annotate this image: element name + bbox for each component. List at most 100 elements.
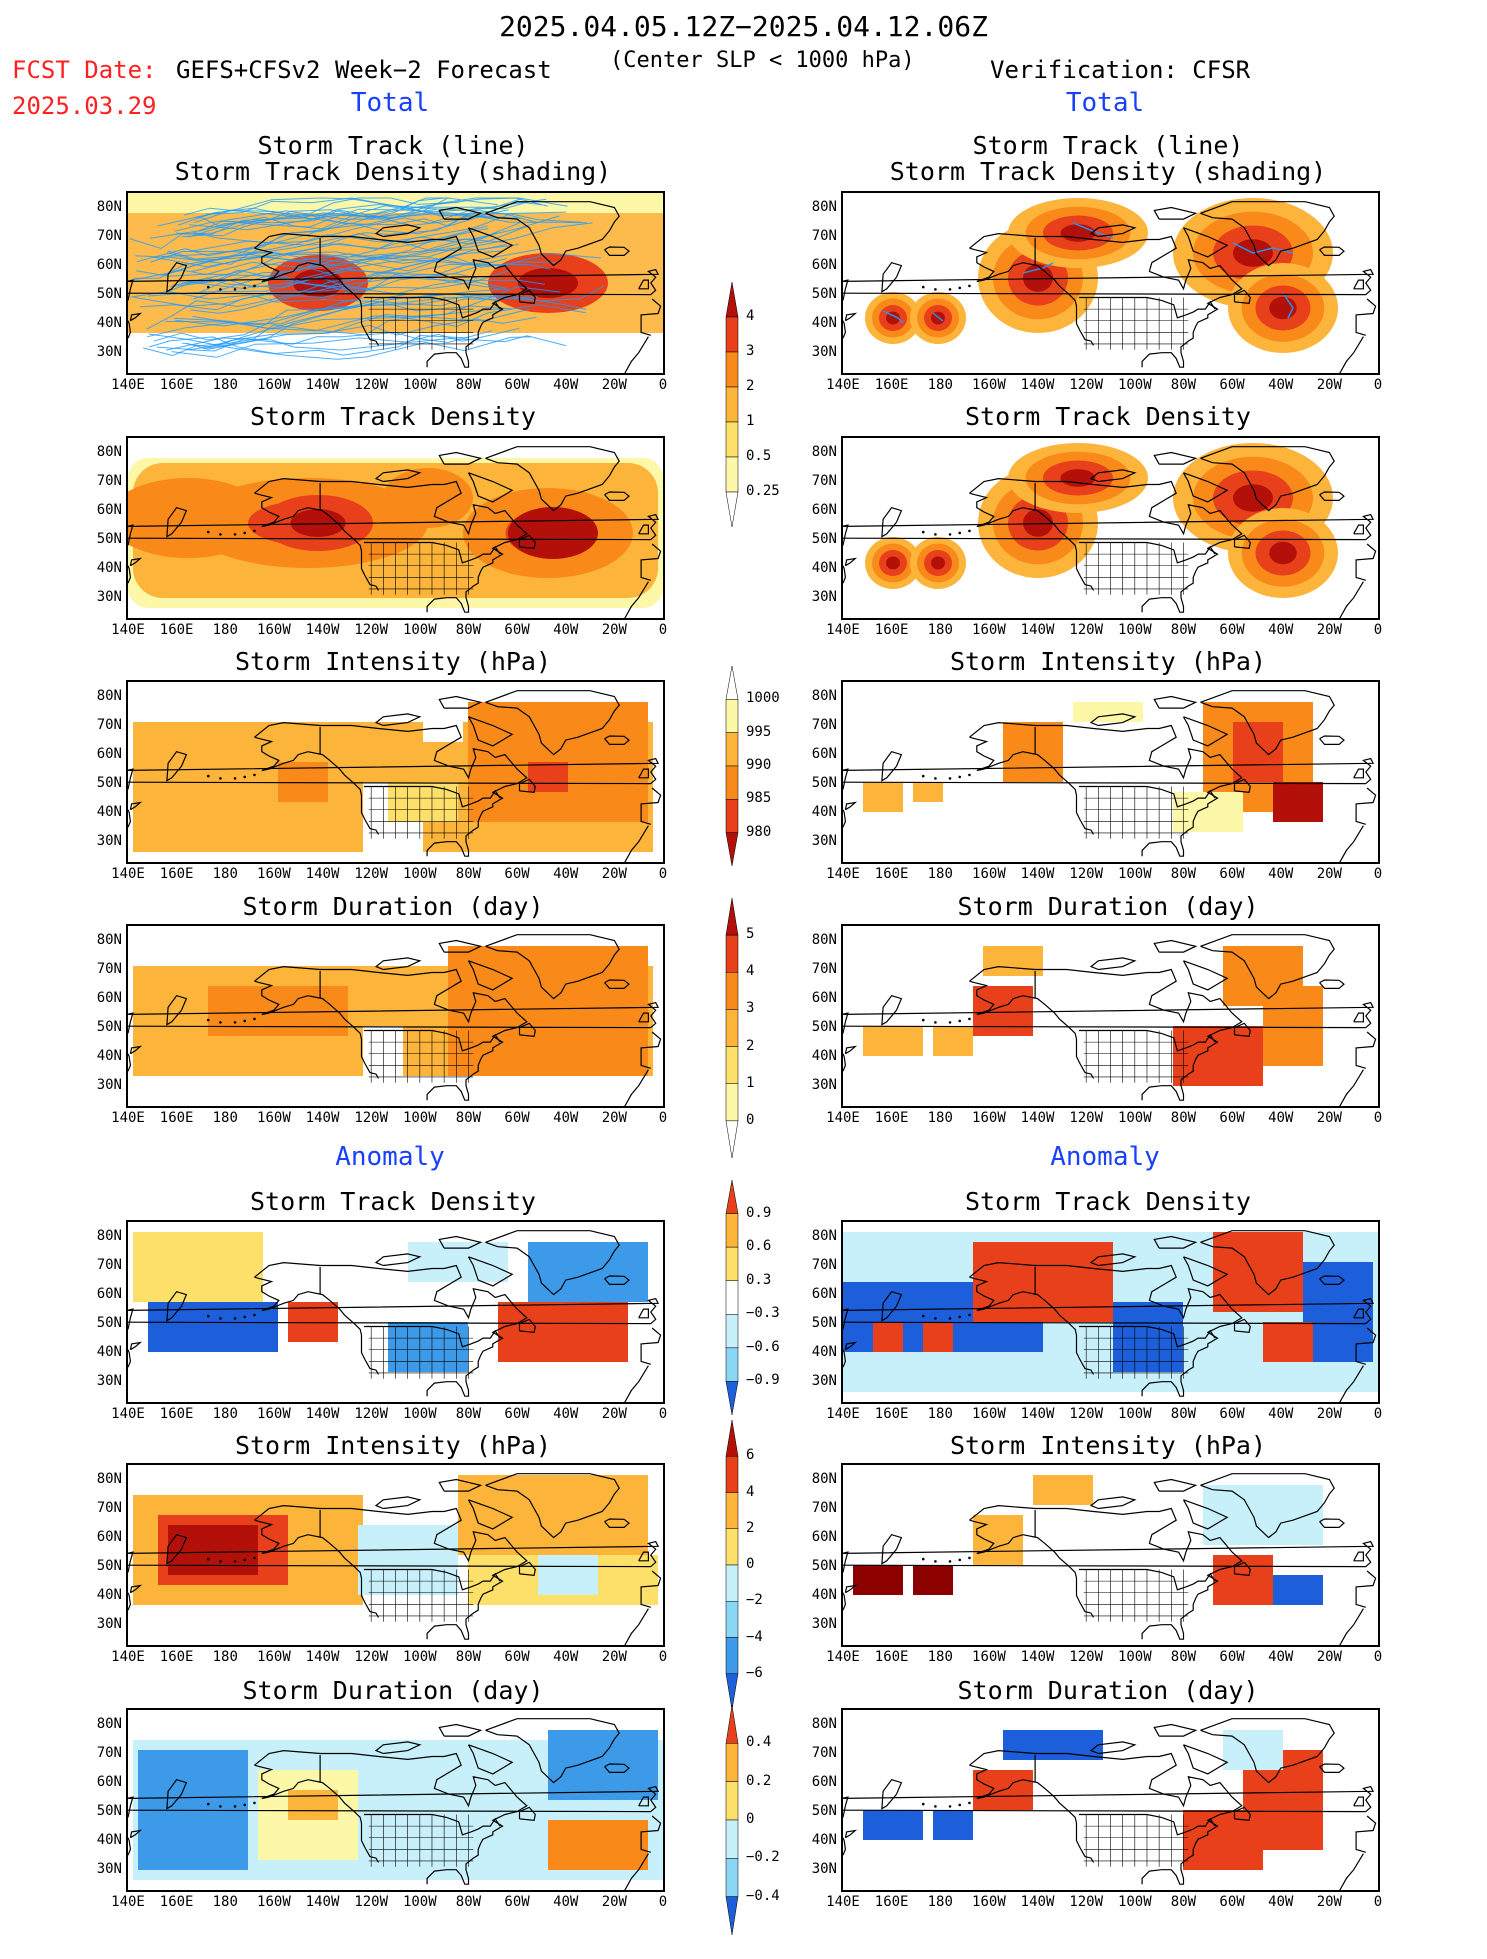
lon-label: 120W bbox=[346, 1649, 396, 1665]
colorbar-label: −4 bbox=[746, 1629, 763, 1645]
lon-label: 140W bbox=[1013, 1406, 1063, 1422]
lat-label: 60N bbox=[797, 746, 837, 762]
lon-label: 160W bbox=[964, 866, 1014, 882]
lon-label: 140W bbox=[298, 1110, 348, 1126]
lon-label: 40W bbox=[1256, 1110, 1306, 1126]
lon-label: 160E bbox=[867, 377, 917, 393]
colorbar-label: 4 bbox=[746, 963, 754, 979]
lon-label: 160E bbox=[152, 377, 202, 393]
lon-label: 20W bbox=[589, 1649, 639, 1665]
lat-label: 50N bbox=[82, 1558, 122, 1574]
lon-label: 180 bbox=[915, 866, 965, 882]
lon-label: 180 bbox=[200, 622, 250, 638]
colorbar-label: 995 bbox=[746, 724, 771, 740]
lon-label: 80W bbox=[443, 1894, 493, 1910]
lon-label: 60W bbox=[492, 377, 542, 393]
lon-label: 120W bbox=[1061, 1406, 1111, 1422]
title-track-shading-left: Storm Track Density (shading) bbox=[113, 158, 673, 185]
lon-label: 180 bbox=[200, 1110, 250, 1126]
lon-label: 160W bbox=[964, 1406, 1014, 1422]
lon-label: 0 bbox=[1353, 622, 1403, 638]
lon-label: 140E bbox=[818, 1406, 868, 1422]
lat-label: 50N bbox=[797, 531, 837, 547]
lon-label: 160E bbox=[867, 1110, 917, 1126]
map-anom-duration-right bbox=[841, 1708, 1380, 1892]
colorbar-label: −0.4 bbox=[746, 1888, 780, 1904]
lon-label: 80W bbox=[443, 377, 493, 393]
main-title: 2025.04.05.12Z−2025.04.12.06Z bbox=[0, 10, 1487, 43]
lon-label: 80W bbox=[443, 1649, 493, 1665]
lon-label: 160E bbox=[867, 1406, 917, 1422]
lat-label: 30N bbox=[797, 833, 837, 849]
lon-label: 140W bbox=[298, 1406, 348, 1422]
map-intensity-right bbox=[841, 680, 1380, 864]
lat-label: 80N bbox=[797, 1716, 837, 1732]
lat-label: 50N bbox=[797, 1315, 837, 1331]
lat-label: 50N bbox=[797, 775, 837, 791]
colorbar-label: 4 bbox=[746, 1484, 754, 1500]
lon-label: 140W bbox=[298, 1894, 348, 1910]
lat-label: 30N bbox=[82, 833, 122, 849]
lon-label: 140W bbox=[298, 866, 348, 882]
lat-label: 70N bbox=[82, 961, 122, 977]
title-duration-right: Storm Duration (day) bbox=[828, 893, 1388, 920]
verification-label: Verification: CFSR bbox=[990, 56, 1250, 84]
lon-label: 160W bbox=[249, 1406, 299, 1422]
lat-label: 40N bbox=[797, 560, 837, 576]
lon-label: 140E bbox=[103, 1894, 153, 1910]
lat-label: 30N bbox=[82, 344, 122, 360]
lon-label: 0 bbox=[638, 622, 688, 638]
lon-label: 20W bbox=[1304, 1649, 1354, 1665]
lon-label: 60W bbox=[492, 1110, 542, 1126]
lat-label: 30N bbox=[82, 1077, 122, 1093]
lat-label: 40N bbox=[797, 1048, 837, 1064]
lon-label: 20W bbox=[1304, 377, 1354, 393]
lon-label: 80W bbox=[443, 1110, 493, 1126]
lon-label: 160W bbox=[249, 1110, 299, 1126]
title-anom-intensity-left: Storm Intensity (hPa) bbox=[113, 1432, 673, 1459]
lat-label: 80N bbox=[82, 688, 122, 704]
title-anom-density-right: Storm Track Density bbox=[828, 1188, 1388, 1215]
lon-label: 160W bbox=[249, 866, 299, 882]
lon-label: 140E bbox=[103, 622, 153, 638]
lon-label: 160W bbox=[249, 622, 299, 638]
lon-label: 20W bbox=[589, 622, 639, 638]
colorbar-label: 0.25 bbox=[746, 483, 780, 499]
lat-label: 50N bbox=[82, 1019, 122, 1035]
lon-label: 140E bbox=[818, 622, 868, 638]
lon-label: 80W bbox=[1158, 1406, 1208, 1422]
lon-label: 120W bbox=[1061, 377, 1111, 393]
lon-label: 140E bbox=[103, 1649, 153, 1665]
lat-label: 60N bbox=[82, 746, 122, 762]
lon-label: 140E bbox=[818, 1110, 868, 1126]
lon-label: 0 bbox=[638, 1110, 688, 1126]
fcst-date: 2025.03.29 bbox=[12, 92, 157, 120]
lat-label: 70N bbox=[797, 1500, 837, 1516]
title-intensity-left: Storm Intensity (hPa) bbox=[113, 648, 673, 675]
colorbar-label: 1 bbox=[746, 413, 754, 429]
lon-label: 60W bbox=[1207, 377, 1257, 393]
lon-label: 60W bbox=[1207, 866, 1257, 882]
lon-label: 40W bbox=[541, 1649, 591, 1665]
lat-label: 80N bbox=[82, 199, 122, 215]
lat-label: 60N bbox=[797, 257, 837, 273]
lon-label: 100W bbox=[395, 1649, 445, 1665]
lon-label: 20W bbox=[589, 1406, 639, 1422]
lon-label: 100W bbox=[1110, 1110, 1160, 1126]
lat-label: 60N bbox=[797, 1774, 837, 1790]
lat-label: 40N bbox=[82, 804, 122, 820]
lat-label: 70N bbox=[797, 1257, 837, 1273]
colorbar-label: −0.3 bbox=[746, 1305, 780, 1321]
lon-label: 140W bbox=[298, 377, 348, 393]
lat-label: 30N bbox=[797, 1373, 837, 1389]
lon-label: 160W bbox=[249, 1649, 299, 1665]
colorbar-label: 0 bbox=[746, 1811, 754, 1827]
lat-label: 80N bbox=[82, 932, 122, 948]
lon-label: 180 bbox=[915, 377, 965, 393]
lat-label: 70N bbox=[82, 1500, 122, 1516]
lon-label: 160E bbox=[152, 1649, 202, 1665]
map-intensity-left bbox=[126, 680, 665, 864]
lon-label: 40W bbox=[1256, 1649, 1306, 1665]
